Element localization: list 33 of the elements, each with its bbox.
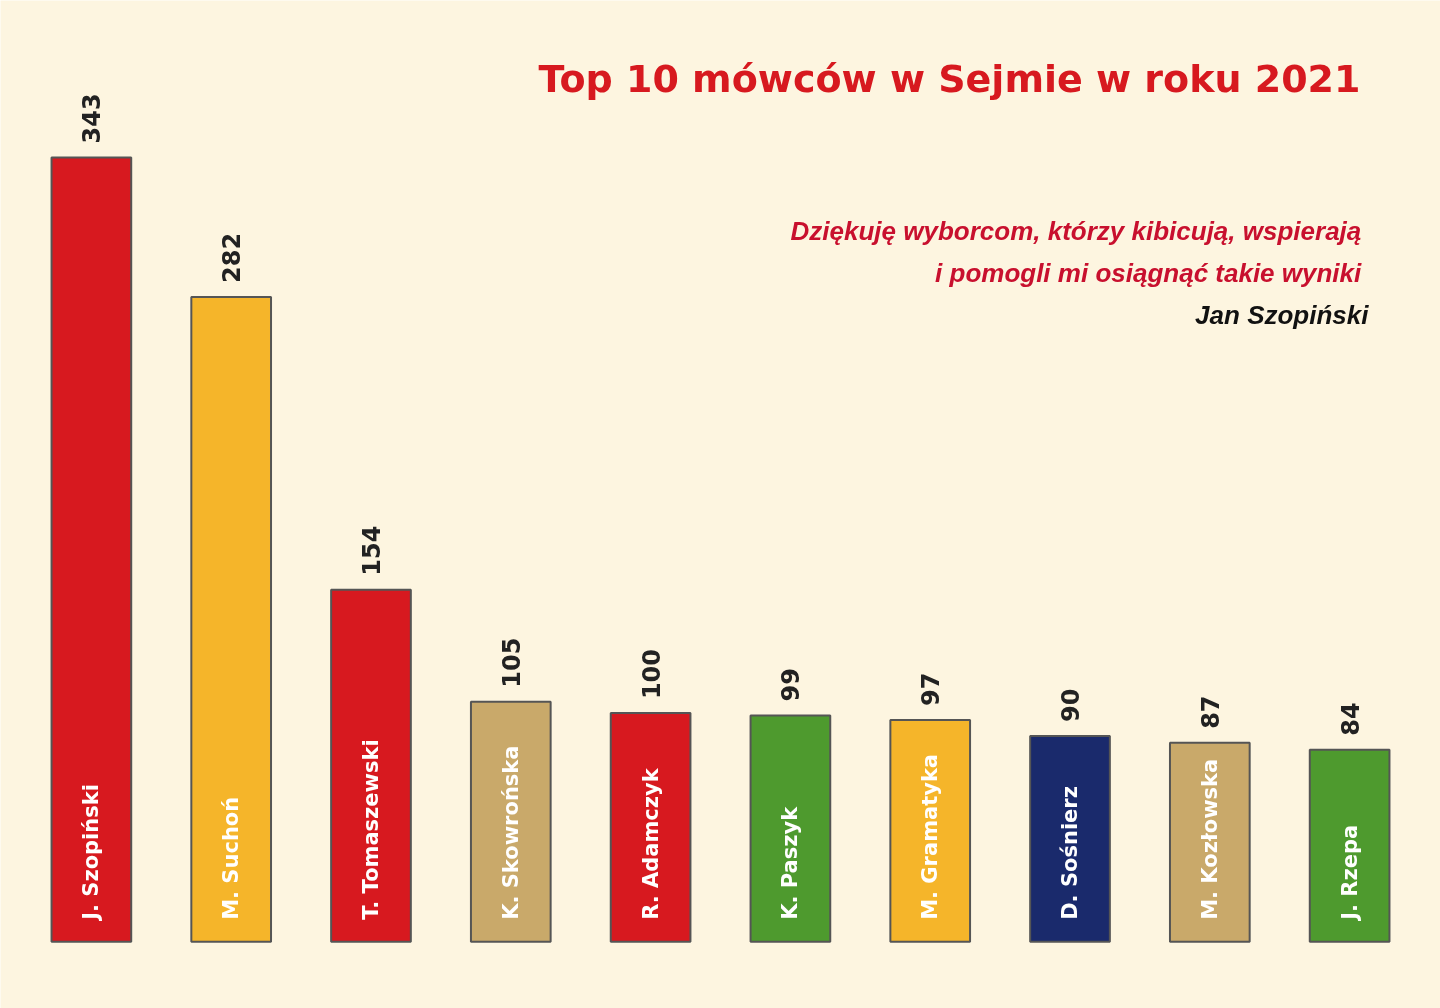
bar <box>1029 734 1111 943</box>
x-tick-label: R. Adamczyk <box>638 767 663 920</box>
data-label: 282 <box>218 232 247 283</box>
data-label: 90 <box>1057 688 1086 722</box>
bar <box>50 156 133 943</box>
data-label: 84 <box>1336 702 1365 736</box>
data-label: 105 <box>497 637 526 688</box>
data-label: 99 <box>777 668 806 702</box>
bar <box>330 588 412 943</box>
bar <box>889 718 972 943</box>
x-tick-label: D. Sośnierz <box>1058 786 1083 920</box>
data-label: 154 <box>357 525 386 576</box>
x-tick-label: M. Suchoń <box>219 796 244 920</box>
data-label: 343 <box>78 93 107 144</box>
chart-title: Top 10 mówców w Sejmie w roku 2021 <box>538 56 1361 101</box>
bar <box>1168 741 1251 943</box>
x-tick-label: M. Kozłowska <box>1197 758 1222 920</box>
x-tick-label: J. Rzepa <box>1337 824 1362 922</box>
x-tick-label: M. Gramatyka <box>918 753 943 920</box>
bar <box>1308 748 1391 943</box>
bar <box>190 295 273 943</box>
data-label: 100 <box>637 649 666 700</box>
x-tick-label: K. Paszyk <box>778 805 803 920</box>
x-tick-label: J. Szopiński <box>79 784 104 922</box>
annotation: Jan Szopiński <box>1195 299 1370 330</box>
data-label: 97 <box>917 672 946 706</box>
data-label: 87 <box>1196 695 1225 729</box>
x-tick-label: K. Skowrońska <box>498 745 523 920</box>
bar <box>469 700 552 943</box>
bar <box>609 712 692 943</box>
annotation: Dziękuję wyborcom, którzy kibicują, wspierają i pomogli mi osiągnąć takie wyniki <box>790 215 1363 288</box>
bar <box>749 714 832 943</box>
x-tick-label: T. Tomaszewski <box>358 739 383 920</box>
